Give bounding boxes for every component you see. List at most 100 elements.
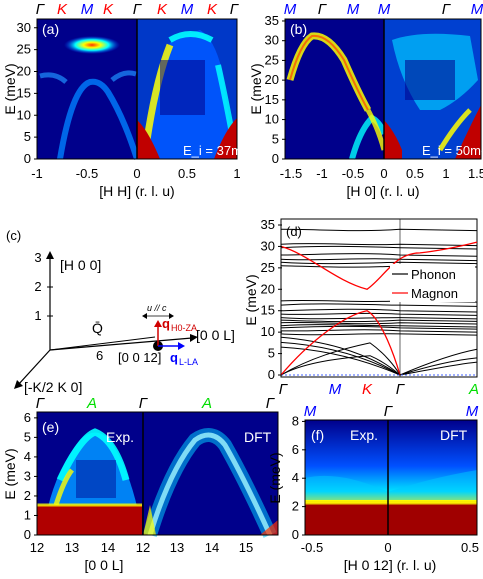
xtick-label: 0.5 [178, 166, 196, 181]
ytick-label: 20 [265, 72, 279, 87]
panel-f-xticks: -0.5 0 0.5 [301, 540, 479, 555]
ytick-label: 5 [268, 346, 275, 361]
xtick-label: -0.5 [76, 166, 98, 181]
axis-k-label: [-K/2 K 0] [24, 379, 82, 395]
symmetry-label: Γ [279, 381, 289, 398]
xtick-label: -0.5 [342, 166, 364, 181]
c-tick-label: 2 [34, 279, 41, 294]
ytick-label: 10 [17, 107, 31, 122]
xtick-label: 14 [205, 540, 219, 555]
ytick-label: 6 [24, 410, 31, 425]
xtick-label: 1 [442, 166, 449, 181]
symmetry-label: M [471, 1, 483, 18]
symmetry-label: M [466, 403, 479, 420]
symmetry-label: K [103, 1, 114, 18]
ytick-label: 8 [292, 413, 299, 428]
phonon-branch [280, 243, 478, 247]
phonon-branch [280, 253, 478, 257]
xtick-label: 0.5 [461, 540, 479, 555]
ytick-label: 30 [265, 33, 279, 48]
xtick-label: 1 [233, 166, 240, 181]
symmetry-label: M [304, 403, 317, 420]
ytick-label: 20 [261, 281, 275, 296]
panel-f-label: (f) [311, 427, 324, 443]
ytick-label: 35 [261, 217, 275, 232]
q-lla-sub: L-LA [179, 357, 198, 367]
symmetry-label: K [362, 381, 373, 398]
phonon-branch [280, 245, 478, 250]
xtick-label: 12 [30, 540, 44, 555]
ytick-label: 0 [292, 527, 299, 542]
panel-e-yticks: 0 1 2 3 4 5 6 [24, 410, 38, 542]
origin-label: [0 0 12] [118, 350, 161, 365]
dispersion-left [57, 78, 140, 160]
legend-phonon: Phonon [411, 267, 456, 282]
ytick-label: 2 [292, 499, 299, 514]
ytick-label: 35 [265, 13, 279, 28]
ytick-label: 3 [24, 468, 31, 483]
legend-magnon: Magnon [411, 286, 458, 301]
ytick-label: 5 [24, 429, 31, 444]
symmetry-label: A [468, 381, 479, 398]
symmetry-label: K [57, 1, 68, 18]
q-bar: Q̄ [92, 320, 103, 336]
symmetry-label: Γ [266, 395, 276, 412]
magnon-branch [280, 241, 478, 290]
axis-k [17, 349, 51, 386]
phonon-acoustic-branch [280, 355, 401, 376]
phonon-lines [280, 228, 478, 376]
xtick-label: -1 [316, 166, 328, 181]
symmetry-label: A [201, 395, 212, 412]
symmetry-label: A [86, 395, 97, 412]
symmetry-label: M [81, 1, 94, 18]
c-tick-label: 3 [34, 250, 41, 265]
phonon-branch [280, 258, 478, 262]
panel-d-label: (d) [286, 224, 302, 239]
ytick-label: 15 [265, 92, 279, 107]
ytick-label: 5 [24, 129, 31, 144]
panel-a-ylabel: E (meV) [2, 63, 18, 114]
panel-f-dft: DFT [440, 427, 468, 443]
ytick-label: 6 [292, 442, 299, 457]
ytick-label: 2 [24, 488, 31, 503]
symmetry-label: M [181, 1, 194, 18]
panel-d: (d) Phonon Magnon 0 5 10 15 20 25 30 35 Γ M K Γ A E… [243, 217, 479, 398]
panel-c: (c) [H 0 0] [-K/2 K 0] [0 0 L] 123 Q̄ 6 … [6, 228, 235, 395]
q-h0za: q [162, 316, 170, 331]
ytick-label: 25 [261, 260, 275, 275]
phonon-acoustic-branch [280, 346, 478, 376]
u-c-label: u // c [147, 303, 167, 313]
tick-six: 6 [96, 348, 103, 363]
symmetry-label: M [329, 381, 342, 398]
ytick-label: 30 [261, 238, 275, 253]
phonon-branch [280, 322, 478, 325]
ytick-label: 20 [17, 64, 31, 79]
ytick-label: 25 [265, 52, 279, 67]
axis-l-label: [0 0 L] [196, 327, 235, 343]
axis-l [49, 337, 193, 351]
magnon-top-band [64, 36, 120, 54]
xtick-label: -1 [31, 166, 43, 181]
symmetry-label: Γ [133, 1, 143, 18]
panel-b-ylabel: E (meV) [248, 63, 264, 114]
ytick-label: 1 [24, 507, 31, 522]
panel-a-yticks: 0 5 10 15 20 25 30 [17, 20, 38, 166]
xtick-label: 13 [65, 540, 79, 555]
symmetry-label: K [207, 1, 218, 18]
ytick-label: 4 [292, 470, 299, 485]
phonon-branch [280, 324, 478, 328]
ytick-label: 15 [261, 303, 275, 318]
phonon-acoustic-branch [280, 342, 401, 376]
panel-b-label: (b) [290, 21, 307, 37]
panel-b-yticks: 0 5 10 15 20 25 30 35 [265, 13, 286, 166]
symmetry-label: Γ [318, 1, 328, 18]
ytick-label: 0 [272, 151, 279, 166]
panel-c-label: (c) [6, 228, 21, 243]
ytick-label: 10 [265, 112, 279, 127]
panel-f-xlabel: [H 0 12] (r. l. u) [344, 557, 437, 573]
